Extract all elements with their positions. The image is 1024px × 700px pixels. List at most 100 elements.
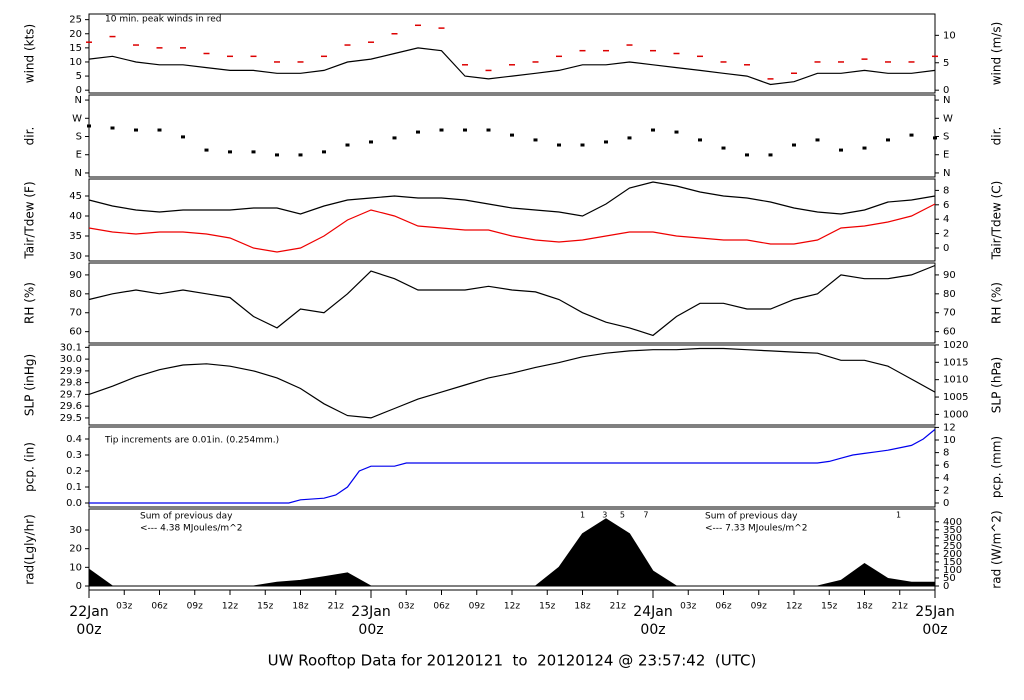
y-tick-label: 29.5 [60,413,82,424]
y-tick-label: 25 [69,15,82,26]
y2-axis-label: pcp. (mm) [990,436,1004,498]
dir-point [651,128,655,132]
dir-point [792,143,796,147]
line [88,264,936,337]
y2-tick-label: 2 [943,229,949,240]
y2-tick-label: 1000 [943,409,968,420]
dir-point [463,128,467,132]
x-tick-label: 09z [751,602,767,612]
y2-tick-label: 0 [943,498,949,509]
line [88,347,936,419]
y2-tick-label: 2 [943,485,949,496]
y2-axis-label: rad (W/m^2) [990,510,1004,588]
y-tick-label: 80 [69,289,82,300]
dir-point [698,138,702,142]
y-tick-label: N [75,95,82,106]
dir-point [604,140,608,144]
hour-marker: 3 [602,511,607,520]
y2-tick-label: 200 [943,549,962,560]
dir-point [345,143,350,147]
x-tick-label: 03z [398,602,414,612]
day-tick-label: 25Jan [915,604,954,620]
y-tick-label: 10 [69,57,82,68]
hour-marker: 1 [896,511,901,520]
y-tick-label: 20 [69,544,82,555]
day-tick-hour: 00z [640,622,665,638]
y-tick-label: 10 [69,562,82,573]
day-tick-hour: 00z [76,622,101,638]
hour-marker: 5 [620,511,625,520]
y-axis-label: RH (%) [23,282,37,324]
annotation: <--- 4.38 MJoules/m^2 [140,524,242,534]
annotation: Sum of previous day [705,512,798,522]
dir-point [134,128,138,132]
dir-point [886,138,890,142]
y-tick-label: S [76,132,82,143]
x-tick-label: 21z [328,602,344,612]
caption: UW Rooftop Data for 20120121 to 20120124… [268,652,757,670]
y-tick-label: E [76,150,82,161]
x-tick-label: 18z [856,602,872,612]
panel-frame [88,344,936,426]
x-tick-label: 03z [116,602,132,612]
dir-point [228,150,232,154]
line [88,203,936,253]
x-tick-label: 09z [469,602,485,612]
x-tick-label: 12z [222,602,238,612]
y-tick-label: 30 [69,251,82,262]
y2-axis-label: dir. [990,127,1004,146]
day-tick-hour: 00z [922,622,947,638]
y2-tick-label: 8 [943,448,949,459]
annotation: <--- 7.33 MJoules/m^2 [705,524,807,534]
dir-point [533,138,538,142]
y2-axis-label: wind (m/s) [990,22,1004,86]
dir-point [768,153,773,157]
line [88,181,936,217]
dir-point [110,126,115,130]
y2-tick-label: 90 [943,270,956,281]
y2-axis-label: RH (%) [990,282,1004,324]
y2-tick-label: N [943,95,950,106]
y2-tick-label: W [943,113,953,124]
y2-tick-label: 10 [943,30,956,41]
y2-axis-label: SLP (hPa) [990,357,1004,413]
dir-point [557,143,561,147]
y-tick-label: 29.7 [60,389,82,400]
dir-point [392,136,397,140]
x-tick-label: 15z [821,602,837,612]
y2-tick-label: 1020 [943,340,968,351]
y-tick-label: 0 [76,581,82,592]
x-tick-label: 06z [151,602,167,612]
y-axis-label: Tair/Tdew (F) [23,181,37,259]
x-tick-label: 12z [504,602,520,612]
x-tick-label: 21z [892,602,908,612]
dir-point [157,128,162,132]
y-tick-label: 40 [69,211,82,222]
y2-tick-label: E [943,150,949,161]
y-tick-label: 0.3 [66,450,82,461]
y2-tick-label: 60 [943,327,956,338]
dir-point [298,153,303,157]
y2-tick-label: 6 [943,200,949,211]
y-tick-label: 30.0 [60,354,82,365]
dir-point [510,133,514,137]
y2-tick-label: N [943,168,950,179]
dir-point [839,148,843,152]
annotation: Sum of previous day [140,512,233,522]
y-axis-label: pcp. (in) [23,442,37,492]
y-tick-label: 29.9 [60,366,82,377]
y2-tick-label: 400 [943,517,962,528]
x-tick-label: 09z [187,602,203,612]
y2-tick-label: 0 [943,581,949,592]
annotation: Tip increments are 0.01in. (0.254mm.) [104,436,279,446]
line [88,47,936,86]
y-tick-label: 29.6 [60,401,82,412]
y-tick-label: N [75,168,82,179]
y2-tick-label: 1010 [943,375,968,386]
panel-frame [88,13,936,94]
y2-tick-label: 8 [943,185,949,196]
area [88,518,936,587]
dir-point [416,130,420,134]
